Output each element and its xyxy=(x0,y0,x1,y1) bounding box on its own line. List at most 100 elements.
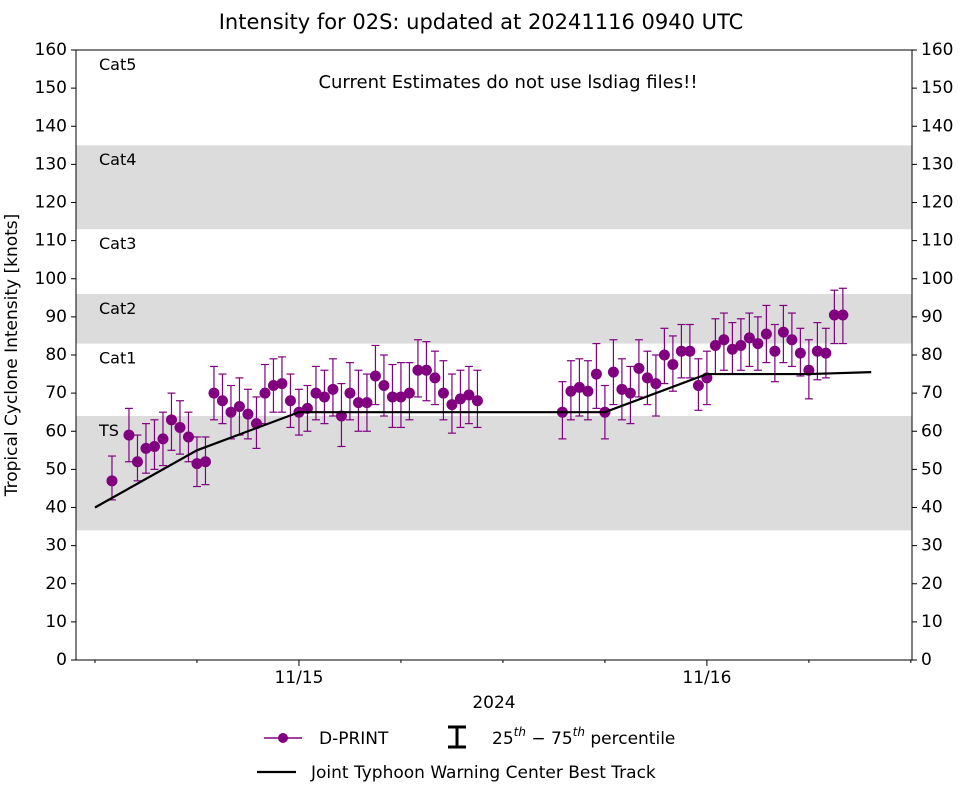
annotation: Current Estimates do not use lsdiag file… xyxy=(318,72,697,93)
category-label: TS xyxy=(98,421,119,440)
data-point xyxy=(641,372,653,384)
data-point xyxy=(837,309,849,321)
data-point xyxy=(726,343,738,355)
y2-tick-label: 30 xyxy=(921,536,943,556)
data-point xyxy=(361,397,373,409)
category-label: Cat3 xyxy=(99,234,136,253)
y2-tick-label: 140 xyxy=(921,116,953,136)
data-point xyxy=(786,334,798,346)
y-tick-label: 10 xyxy=(45,612,67,632)
data-point xyxy=(420,364,432,376)
category-label: Cat1 xyxy=(99,348,136,367)
data-point xyxy=(403,387,415,399)
data-point xyxy=(573,381,585,393)
y2-tick-label: 50 xyxy=(921,459,943,479)
data-point xyxy=(709,339,721,351)
data-point xyxy=(165,414,177,426)
data-point xyxy=(386,391,398,403)
data-point xyxy=(429,372,441,384)
data-point xyxy=(624,387,636,399)
data-point xyxy=(199,456,211,468)
data-point xyxy=(191,458,203,470)
data-point xyxy=(675,345,687,357)
data-point xyxy=(242,408,254,420)
y-tick-label: 100 xyxy=(35,269,67,289)
y2-tick-label: 90 xyxy=(921,307,943,327)
data-point xyxy=(437,387,449,399)
data-point xyxy=(760,328,772,340)
data-point xyxy=(310,387,322,399)
data-point xyxy=(276,378,288,390)
category-label: Cat5 xyxy=(99,55,136,74)
y-tick-label: 70 xyxy=(45,383,67,403)
data-point xyxy=(395,391,407,403)
data-point xyxy=(590,368,602,380)
y2-tick-label: 60 xyxy=(921,421,943,441)
x-tick-label: 11/16 xyxy=(682,668,731,688)
data-point xyxy=(318,391,330,403)
data-point xyxy=(769,345,781,357)
y2-tick-label: 130 xyxy=(921,154,953,174)
data-point xyxy=(446,399,458,411)
category-band xyxy=(76,145,912,230)
y-tick-label: 40 xyxy=(45,498,67,518)
y2-tick-label: 160 xyxy=(921,40,953,60)
category-label: Cat4 xyxy=(99,150,136,169)
data-point xyxy=(735,339,747,351)
data-point xyxy=(233,400,245,412)
data-point xyxy=(157,433,169,445)
data-point xyxy=(658,349,670,361)
data-point xyxy=(327,383,339,395)
data-point xyxy=(225,406,237,418)
y-tick-label: 110 xyxy=(35,231,67,251)
category-band xyxy=(76,416,912,531)
y-tick-label: 150 xyxy=(35,78,67,98)
y-tick-label: 30 xyxy=(45,536,67,556)
y-tick-label: 20 xyxy=(45,574,67,594)
y2-tick-label: 100 xyxy=(921,269,953,289)
data-point xyxy=(794,347,806,359)
data-point xyxy=(140,442,152,454)
plot-frame xyxy=(75,49,913,661)
legend-marker xyxy=(278,733,288,743)
y-tick-label: 160 xyxy=(35,40,67,60)
data-point xyxy=(828,309,840,321)
x-tick-label: 11/15 xyxy=(274,668,323,688)
category-band xyxy=(76,294,912,344)
y2-tick-label: 150 xyxy=(921,78,953,98)
data-point xyxy=(718,334,730,346)
y2-tick-label: 40 xyxy=(921,498,943,518)
data-point xyxy=(684,345,696,357)
data-point xyxy=(471,395,483,407)
legend-label: 25th − 75th percentile xyxy=(492,725,675,750)
data-point xyxy=(267,380,279,391)
data-point xyxy=(463,389,475,401)
y2-tick-label: 0 xyxy=(921,650,932,670)
data-point xyxy=(607,366,619,378)
data-point xyxy=(378,380,390,391)
y-tick-label: 50 xyxy=(45,459,67,479)
data-point xyxy=(284,395,296,407)
y-tick-label: 130 xyxy=(35,154,67,174)
y-tick-label: 0 xyxy=(56,650,67,670)
category-label: Cat2 xyxy=(99,299,136,318)
data-point xyxy=(182,431,194,443)
data-point xyxy=(692,380,704,391)
y-tick-label: 120 xyxy=(35,193,67,213)
data-point xyxy=(752,338,764,350)
y-tick-label: 60 xyxy=(45,421,67,441)
legend-label: D-PRINT xyxy=(319,729,389,749)
data-point xyxy=(216,395,228,407)
data-point xyxy=(743,332,755,344)
y2-tick-label: 10 xyxy=(921,612,943,632)
data-point xyxy=(811,345,823,357)
data-point xyxy=(148,441,160,452)
data-point xyxy=(174,421,186,433)
chart-title: Intensity for 02S: updated at 20241116 0… xyxy=(219,10,744,34)
data-point xyxy=(259,387,271,399)
y2-tick-label: 120 xyxy=(921,193,953,213)
data-point xyxy=(820,347,832,359)
data-point xyxy=(369,370,381,382)
data-point xyxy=(650,378,662,390)
